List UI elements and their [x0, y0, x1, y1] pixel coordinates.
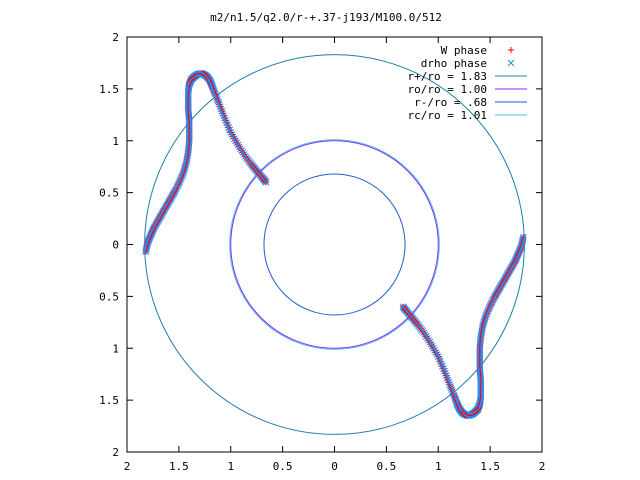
legend-marker	[508, 47, 514, 53]
legend-label: ro/ro = 1.00	[408, 83, 487, 96]
x-tick-label: 0	[331, 460, 338, 473]
chart-title: m2/n1.5/q2.0/r-+.37-j193/M100.0/512	[210, 11, 442, 24]
drho-phase-point	[262, 178, 270, 186]
x-tick-label: 1	[435, 460, 442, 473]
circle-curve	[229, 139, 440, 350]
y-tick-label: 0.5	[99, 290, 119, 303]
legend-label: r+/ro = 1.83	[408, 70, 487, 83]
y-tick-label: 1.5	[99, 83, 119, 96]
x-tick-label: 1	[227, 460, 234, 473]
x-axis-ticks: 2 1.5 1 0.5 0 0.5 1 1.5 2	[124, 37, 546, 473]
y-axis-ticks: 2 1.5 1 0.5 0 0.5 1 1.5 2	[99, 31, 542, 459]
x-tick-label: 0.5	[273, 460, 293, 473]
drho-phase-point	[399, 303, 407, 311]
x-tick-label: 2	[124, 460, 131, 473]
y-tick-label: 2	[112, 446, 119, 459]
x-tick-label: 0.5	[376, 460, 396, 473]
circle-curve	[230, 140, 439, 349]
legend-label: W phase	[441, 44, 487, 57]
legend-label: drho phase	[421, 57, 487, 70]
x-tick-label: 1.5	[169, 460, 189, 473]
y-tick-label: 0	[112, 239, 119, 252]
circle-curve	[263, 173, 406, 316]
legend-marker	[507, 59, 515, 67]
y-tick-label: 2	[112, 31, 119, 44]
legend-label: rc/ro = 1.01	[408, 109, 487, 122]
y-tick-label: 0.5	[99, 187, 119, 200]
legend-label: r-/ro = .68	[414, 96, 487, 109]
y-tick-label: 1	[112, 135, 119, 148]
x-tick-label: 2	[539, 460, 546, 473]
y-tick-label: 1	[112, 342, 119, 355]
y-tick-label: 1.5	[99, 394, 119, 407]
phase-points	[142, 69, 527, 420]
x-tick-label: 1.5	[480, 460, 500, 473]
